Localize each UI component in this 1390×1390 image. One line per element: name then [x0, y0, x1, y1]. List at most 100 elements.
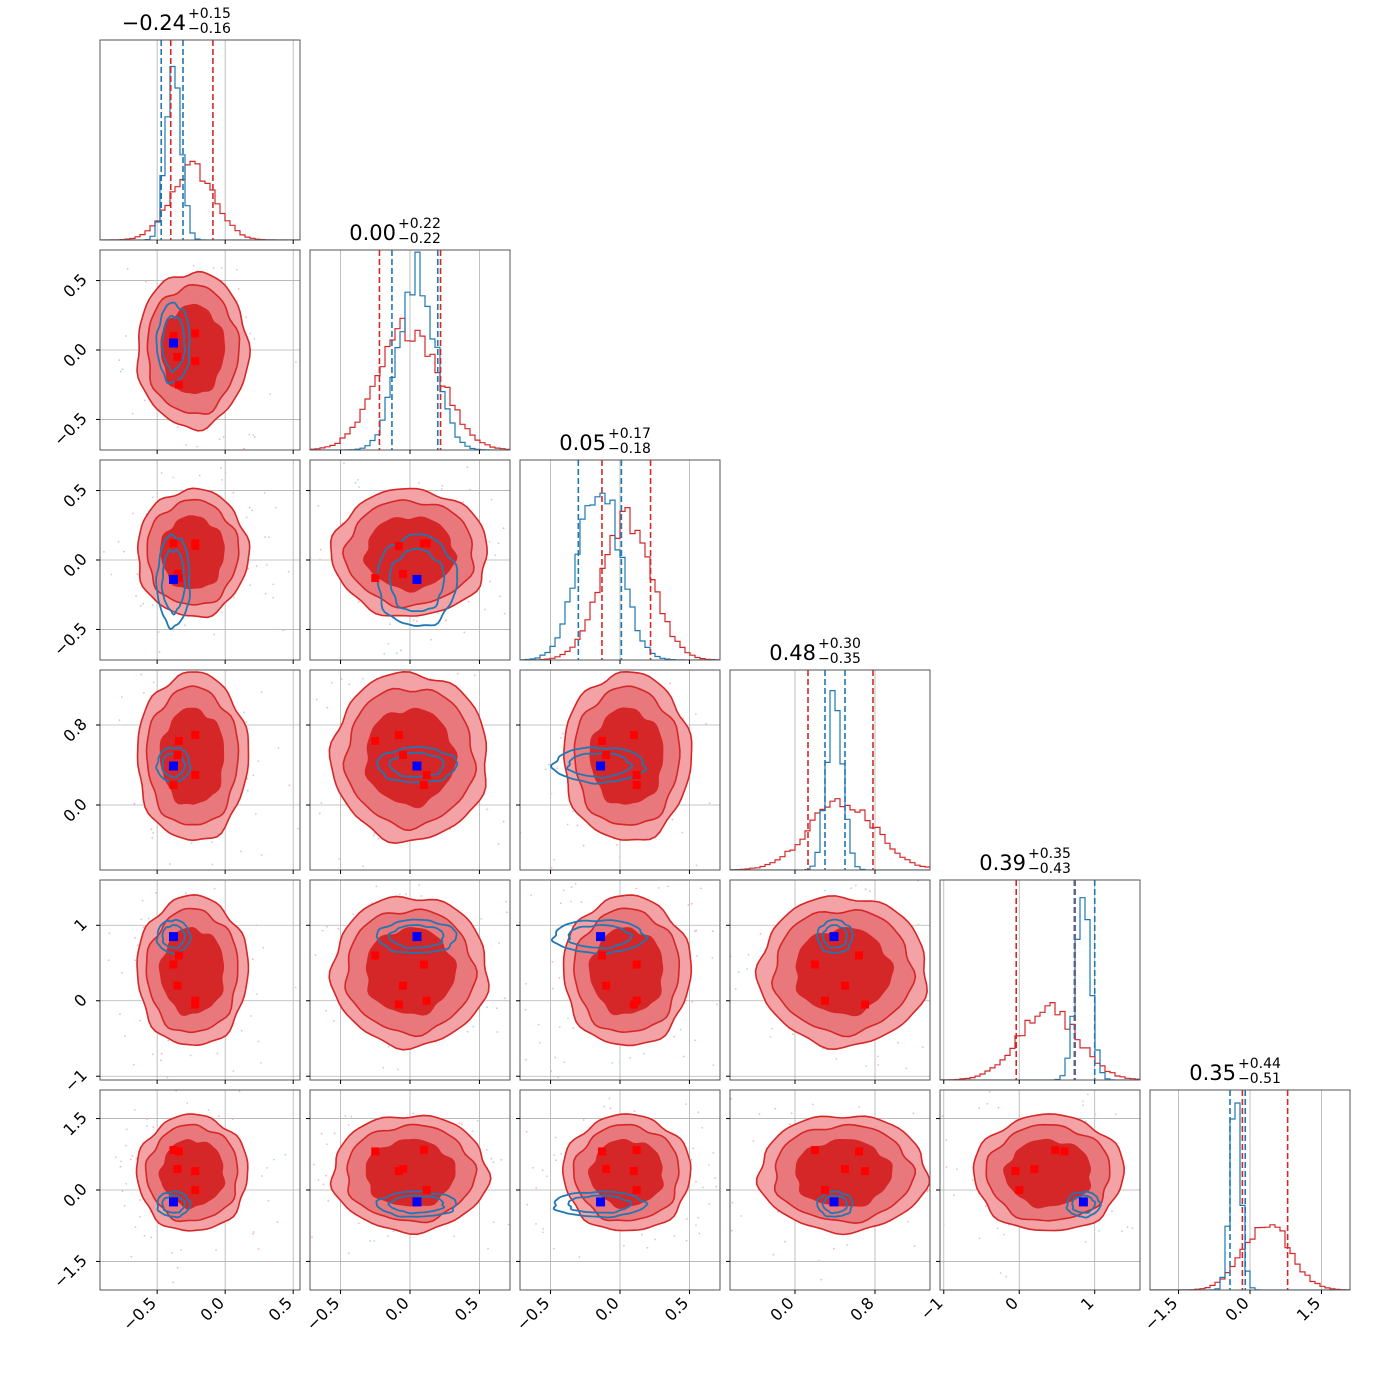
scatter-point [671, 1085, 673, 1087]
contour-blue-outer [155, 301, 191, 385]
marker-red [422, 539, 431, 548]
scatter-point [511, 713, 513, 715]
scatter-point [437, 640, 439, 642]
scatter-point [737, 971, 740, 974]
contour-blue-outer [375, 1190, 458, 1218]
scatter-point [502, 527, 505, 530]
scatter-point [255, 993, 258, 995]
scatter-point [143, 1235, 146, 1237]
scatter-point [941, 1115, 944, 1117]
marker-red [602, 751, 611, 759]
scatter-point [820, 1278, 823, 1281]
marker-red [811, 1146, 819, 1154]
scatter-point [532, 1166, 534, 1169]
scatter-point [333, 1132, 336, 1135]
scatter-point [529, 964, 531, 966]
scatter-point [918, 1316, 920, 1318]
scatter-point [239, 246, 241, 248]
scatter-point [326, 706, 329, 709]
scatter-point [618, 1061, 621, 1064]
scatter-point [705, 722, 708, 725]
scatter-point [295, 361, 297, 363]
scatter-point [497, 542, 500, 545]
scatter-point [151, 836, 154, 839]
scatter-point [502, 820, 505, 823]
contour-blue-inner [821, 1194, 848, 1215]
scatter-point [132, 512, 134, 515]
panel-content [520, 460, 720, 660]
scatter-point [906, 1299, 908, 1301]
scatter-point [141, 899, 144, 902]
scatter-point [686, 1218, 688, 1220]
scatter-point [487, 582, 489, 584]
scatter-point [358, 1222, 360, 1225]
hist-blue [100, 65, 300, 240]
scatter-point [158, 651, 161, 653]
scatter-point [685, 1103, 688, 1106]
scatter-point [321, 929, 324, 932]
scatter-point [199, 645, 201, 647]
scatter-point [945, 1166, 948, 1168]
scatter-point [988, 1090, 991, 1093]
tick-label-y: −0.5 [50, 409, 91, 450]
scatter-point [244, 600, 246, 602]
scatter-point [260, 691, 263, 694]
param-title-minus: −0.22 [398, 231, 441, 247]
scatter-point [392, 1230, 395, 1233]
hist-red [520, 507, 720, 660]
tick-label-x: 0.0 [591, 1293, 622, 1324]
scatter-point [747, 953, 750, 956]
scatter-point [213, 633, 216, 636]
scatter-point [182, 631, 184, 633]
panel-content [100, 40, 300, 240]
scatter-point [146, 1125, 148, 1128]
scatter-point [284, 1153, 287, 1156]
scatter-point [251, 509, 254, 512]
scatter-point [370, 902, 373, 904]
scatter-point [492, 1221, 495, 1223]
panel-3-2 [516, 667, 721, 874]
marker-red [191, 1166, 200, 1175]
contour-blue-inner [161, 924, 187, 950]
scatter-point [913, 1245, 916, 1248]
scatter-point [285, 528, 287, 530]
scatter-point [948, 1188, 950, 1190]
scatter-point [849, 1051, 851, 1053]
scatter-point [145, 1118, 148, 1121]
scatter-point [232, 1296, 234, 1298]
scatter-point [216, 1052, 219, 1055]
panel-5-2: −0.5 0.0 0.5 [512, 1085, 721, 1334]
scatter-point [339, 665, 341, 667]
scatter-point [276, 1221, 279, 1223]
scatter-point [172, 476, 175, 479]
scatter-point [211, 841, 213, 843]
scatter-point [505, 900, 507, 903]
scatter-point [338, 858, 340, 860]
marker-blue [168, 761, 178, 771]
scatter-point [120, 696, 123, 698]
panel-0-0: −0.24 +0.15−0.16 [99, 6, 301, 244]
scatter-point [490, 1157, 493, 1160]
scatter-point [1039, 974, 1041, 976]
scatter-point [594, 667, 596, 669]
scatter-point [407, 644, 409, 646]
scatter-point [121, 1190, 124, 1193]
scatter-point [956, 1168, 958, 1170]
scatter-point [503, 612, 506, 615]
scatter-point [1087, 1093, 1089, 1096]
marker-red [169, 332, 178, 341]
scatter-point [248, 433, 251, 436]
scatter-point [730, 1097, 733, 1100]
scatter-point [822, 1047, 824, 1050]
scatter-point [953, 1194, 955, 1197]
scatter-point [445, 619, 447, 622]
scatter-point [506, 911, 508, 914]
scatter-point [377, 837, 380, 840]
scatter-point [466, 1030, 469, 1033]
marker-red [855, 1147, 863, 1156]
marker-blue [412, 574, 422, 584]
scatter-point [134, 1226, 137, 1229]
marker-red [632, 1146, 641, 1154]
scatter-point [690, 902, 693, 905]
